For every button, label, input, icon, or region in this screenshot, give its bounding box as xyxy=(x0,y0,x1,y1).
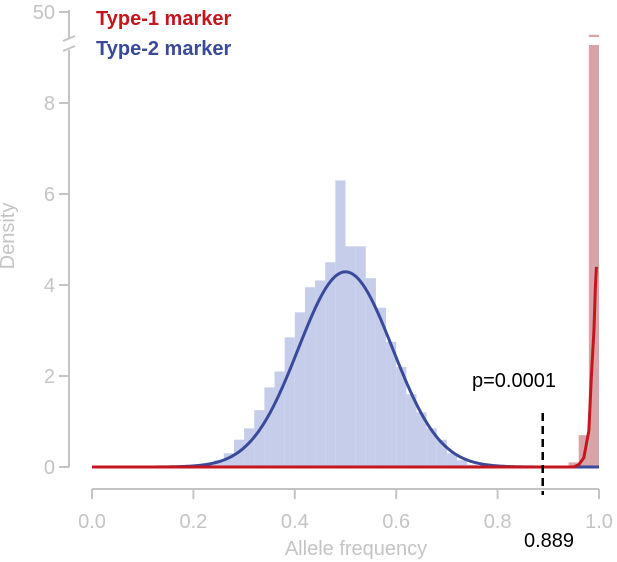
legend: Type-1 marker Type-2 marker xyxy=(96,8,231,60)
type-2-histogram-bar xyxy=(304,287,316,467)
type-2-histogram-bar xyxy=(355,246,366,467)
y-tick-label: 4 xyxy=(44,275,55,297)
y-axis-break-marks xyxy=(62,35,76,52)
y-tick-label: 8 xyxy=(44,93,55,115)
type-2-histogram-bar xyxy=(426,428,437,467)
type-2-histogram-bar xyxy=(335,180,346,467)
type-1-histogram-bar xyxy=(568,462,579,467)
type-2-histogram-bar xyxy=(375,307,387,467)
type-2-histogram-bar xyxy=(416,412,427,467)
y-axis-ticks: 0 2 4 6 8 50 xyxy=(33,2,69,479)
x-tick-label: 0.8 xyxy=(484,511,512,533)
axis-break-gap xyxy=(582,37,610,45)
y-tick-label: 0 xyxy=(44,457,55,479)
type-1-density-curve xyxy=(92,266,598,469)
type-2-histogram-bar xyxy=(213,460,224,467)
type-2-histogram-bar xyxy=(264,387,275,467)
legend-type-1-label: Type-1 marker xyxy=(96,8,231,30)
type-1-histogram-bars xyxy=(568,34,599,467)
x-tick-label: 1.0 xyxy=(585,511,613,533)
x-tick-label: 0.6 xyxy=(382,511,410,533)
type-2-histogram-bar xyxy=(446,453,458,467)
type-2-histogram-bar xyxy=(274,371,285,467)
y-axis-label: Density xyxy=(0,203,19,270)
y-tick-label: 50 xyxy=(33,2,55,24)
type-1-histogram-bar xyxy=(588,34,599,467)
p-value-label: p=0.0001 xyxy=(472,370,556,392)
type-2-histogram-bar xyxy=(223,453,234,467)
type-2-histogram-bar xyxy=(315,280,326,467)
x-axis-label: Allele frequency xyxy=(285,538,427,560)
type-2-histogram-bar xyxy=(345,246,356,467)
type-2-histogram-bar xyxy=(325,262,336,467)
type-2-histogram-bar xyxy=(436,439,447,467)
type-2-histogram-bar xyxy=(396,366,407,467)
type-2-histogram-bar xyxy=(406,394,417,467)
type-2-histogram-bar xyxy=(457,460,468,467)
x-axis-ticks: 0.0 0.2 0.4 0.6 0.8 1.0 xyxy=(78,489,613,533)
type-2-histogram-bar xyxy=(254,410,265,467)
x-tick-label: 0.2 xyxy=(179,511,207,533)
type-2-histogram-bar xyxy=(294,312,305,467)
type-2-histogram-bar xyxy=(365,278,376,467)
type-2-histogram-bar xyxy=(386,341,397,467)
legend-type-2-label: Type-2 marker xyxy=(96,38,231,60)
y-tick-label: 6 xyxy=(44,184,55,206)
x-tick-label: 0.4 xyxy=(281,511,309,533)
x-tick-label: 0.0 xyxy=(78,511,106,533)
y-axis: 0 2 4 6 8 50 Density xyxy=(0,2,76,479)
x-axis: 0.0 0.2 0.4 0.6 0.8 1.0 Allele frequency xyxy=(78,488,613,560)
type-2-histogram-bar xyxy=(244,428,255,467)
threshold-value-label: 0.889 xyxy=(524,530,574,552)
type-2-histogram-bar xyxy=(284,337,295,467)
y-tick-label: 2 xyxy=(44,366,55,388)
type-2-histogram-bars xyxy=(183,180,488,467)
